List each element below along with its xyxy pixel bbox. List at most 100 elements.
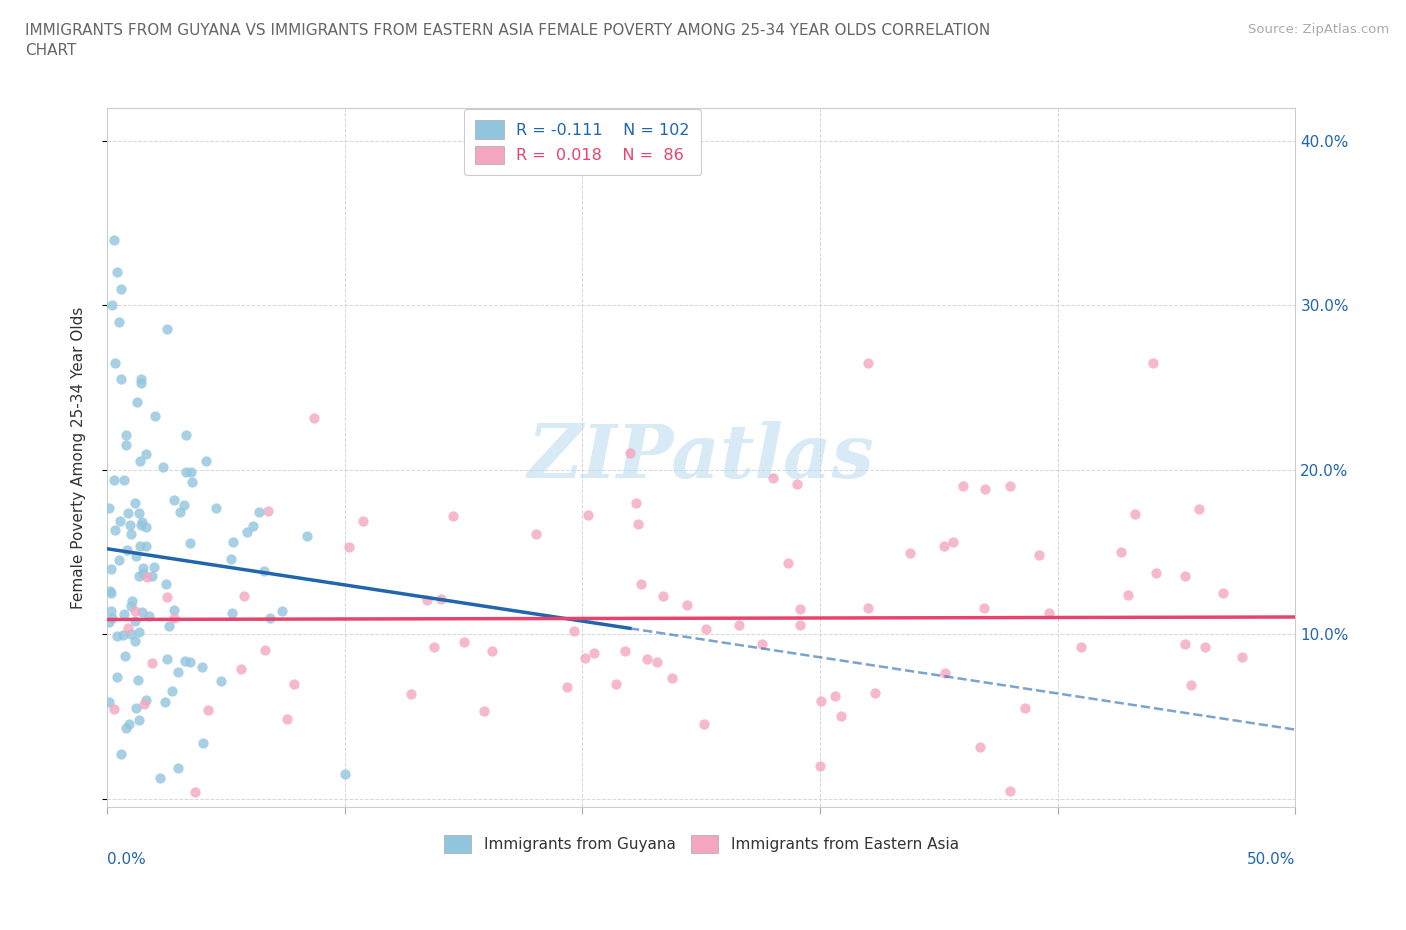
Point (1188, 502, 1211, 517)
Point (693, 717, 716, 732)
Point (100, 586, 122, 601)
Point (472, 704, 495, 719)
Point (630, 577, 652, 591)
Point (174, 464, 197, 479)
Point (101, 298, 124, 312)
Point (441, 509, 464, 524)
Point (166, 761, 188, 776)
Point (120, 526, 142, 541)
Point (302, 411, 325, 426)
Point (98, 500, 121, 515)
Point (205, 500, 228, 515)
Point (100, 604, 122, 618)
Point (728, 618, 751, 633)
Point (129, 517, 152, 532)
Point (127, 394, 149, 409)
Point (1194, 640, 1216, 655)
Point (898, 545, 921, 560)
Point (254, 642, 277, 657)
Text: 0.0%: 0.0% (107, 853, 146, 868)
Point (138, 609, 160, 624)
Point (100, 562, 122, 577)
Point (141, 656, 163, 671)
Point (194, 453, 217, 468)
Point (676, 598, 699, 613)
Point (135, 693, 157, 708)
Point (128, 712, 150, 727)
Point (337, 539, 360, 554)
Point (1180, 677, 1202, 692)
Point (149, 771, 172, 786)
Point (101, 610, 124, 625)
Point (399, 686, 422, 701)
Point (98, 695, 121, 710)
Point (141, 568, 163, 583)
Point (152, 459, 174, 474)
Point (1123, 507, 1146, 522)
Point (143, 560, 166, 575)
Point (627, 516, 650, 531)
Point (132, 565, 155, 580)
Point (1174, 636, 1197, 651)
Point (131, 515, 153, 530)
Point (162, 603, 184, 618)
Point (105, 265, 128, 280)
Point (104, 355, 127, 370)
Point (1118, 588, 1140, 603)
Point (645, 655, 668, 670)
Legend: Immigrants from Guyana, Immigrants from Eastern Asia: Immigrants from Guyana, Immigrants from … (437, 829, 965, 858)
Point (160, 684, 183, 698)
Point (256, 504, 278, 519)
Point (174, 653, 197, 668)
Point (810, 694, 832, 709)
Point (155, 322, 177, 337)
Point (103, 232, 125, 247)
Point (112, 472, 135, 487)
Point (219, 551, 242, 566)
Point (118, 717, 141, 732)
Point (430, 591, 453, 606)
Point (271, 604, 294, 618)
Point (229, 662, 252, 677)
Point (121, 593, 143, 608)
Point (197, 703, 219, 718)
Point (156, 651, 179, 666)
Point (191, 659, 214, 674)
Point (114, 648, 136, 663)
Point (135, 446, 157, 461)
Point (98, 614, 121, 629)
Point (695, 621, 717, 636)
Point (157, 618, 180, 633)
Point (283, 677, 305, 692)
Point (108, 513, 131, 528)
Point (155, 577, 177, 591)
Point (555, 680, 578, 695)
Point (115, 542, 138, 557)
Point (333, 766, 356, 781)
Point (973, 481, 995, 496)
Text: ZIPatlas: ZIPatlas (527, 421, 875, 494)
Point (481, 644, 503, 658)
Point (120, 626, 142, 641)
Point (1212, 585, 1234, 600)
Point (934, 666, 956, 681)
Point (247, 505, 270, 520)
Point (124, 604, 146, 618)
Point (124, 613, 146, 628)
Point (129, 539, 152, 554)
Point (167, 664, 190, 679)
Point (222, 535, 245, 550)
Point (942, 534, 965, 549)
Point (1028, 548, 1050, 563)
Point (453, 635, 475, 650)
Point (125, 700, 148, 715)
Point (830, 708, 852, 723)
Point (789, 602, 811, 617)
Text: IMMIGRANTS FROM GUYANA VS IMMIGRANTS FROM EASTERN ASIA FEMALE POVERTY AMONG 25-3: IMMIGRANTS FROM GUYANA VS IMMIGRANTS FRO… (25, 23, 991, 58)
Point (624, 496, 647, 511)
Point (789, 618, 811, 632)
Point (1014, 700, 1036, 715)
Point (751, 636, 773, 651)
Point (108, 552, 131, 567)
Point (163, 493, 186, 508)
